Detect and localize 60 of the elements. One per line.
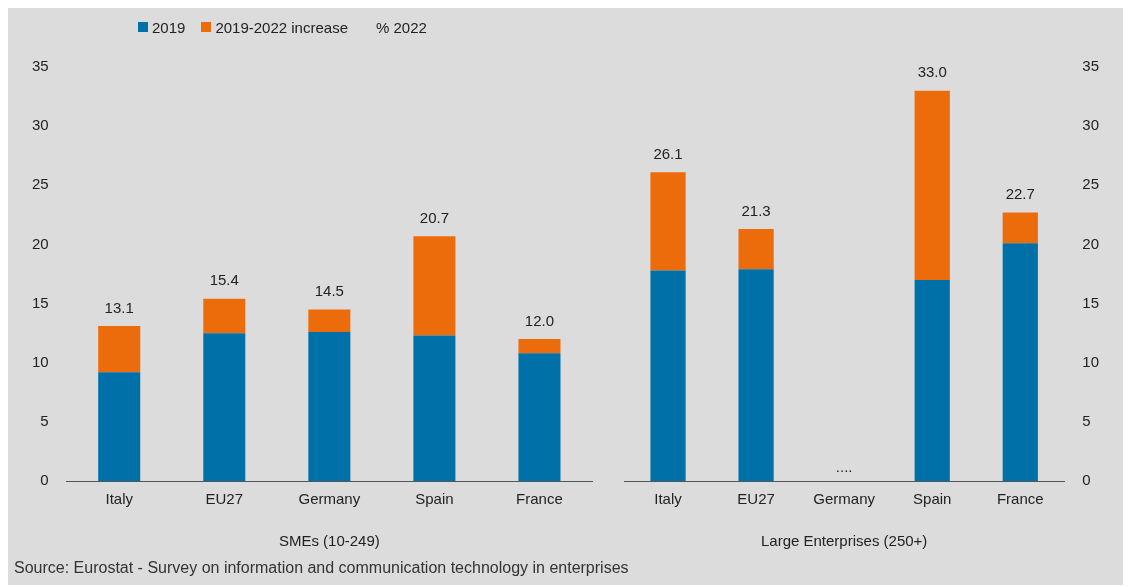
total-label: 13.1 <box>104 298 134 316</box>
bar <box>650 172 686 271</box>
y2-tick-label: 25 <box>1082 175 1099 193</box>
x-axis-title: Large Enterprises (250+) <box>760 532 928 550</box>
y-tick-label: 30 <box>32 116 49 134</box>
y2-tick-label: 35 <box>1082 57 1099 75</box>
x-tick-label: France <box>996 490 1044 508</box>
x-tick-label: EU27 <box>205 490 244 508</box>
total-label: 14.5 <box>314 282 344 300</box>
bar <box>1002 212 1038 244</box>
bar <box>914 90 950 280</box>
legend-label: 2019 <box>152 18 186 36</box>
y-tick-label: 20 <box>32 234 49 252</box>
x-tick-label: Italy <box>654 490 683 508</box>
total-label: 20.7 <box>419 208 450 226</box>
x-tick-label: Italy <box>105 490 134 508</box>
total-label: 33.0 <box>917 63 947 81</box>
y2-tick-label: 15 <box>1082 293 1099 311</box>
x-tick-label: Germany <box>813 490 876 508</box>
bar <box>518 339 561 354</box>
total-label: 15.4 <box>209 271 239 289</box>
bar <box>413 236 456 336</box>
bar <box>98 372 141 481</box>
total-label: 26.1 <box>653 144 683 162</box>
bar <box>203 298 246 334</box>
y-tick-label: 35 <box>32 57 49 75</box>
bar <box>738 269 774 481</box>
bar <box>203 333 246 481</box>
legend-title: % 2022 <box>375 18 427 36</box>
bar <box>98 326 141 373</box>
x-tick-label: EU27 <box>737 490 775 508</box>
x-tick-label: Spain <box>415 490 454 508</box>
bar <box>308 309 351 332</box>
y-tick-label: 25 <box>32 175 49 193</box>
bar <box>738 229 774 270</box>
y-tick-label: 15 <box>32 293 49 311</box>
total-label: 12.0 <box>524 311 555 329</box>
y2-tick-label: 5 <box>1082 412 1091 429</box>
legend-label: 2019-2022 increase <box>215 18 348 36</box>
bar <box>413 335 456 481</box>
x-tick-label: France <box>516 490 563 508</box>
y2-tick-label: 0 <box>1082 471 1091 489</box>
x-tick-label: Germany <box>298 490 361 508</box>
y2-tick-label: 20 <box>1082 234 1099 252</box>
source-note: Source: Eurostat - Survey on information and communication technology in enterprises <box>13 558 630 578</box>
x-tick-label: Spain <box>913 490 952 508</box>
bar <box>650 270 686 481</box>
y2-tick-label: 10 <box>1082 352 1099 370</box>
x-axis-title: SMEs (10-249) <box>278 532 380 550</box>
total-label: 21.3 <box>741 201 771 219</box>
bar <box>1002 243 1038 481</box>
bar <box>518 353 561 481</box>
y2-tick-label: 30 <box>1082 116 1099 134</box>
total-label: 22.7 <box>1005 185 1035 203</box>
bar <box>308 331 351 481</box>
y-tick-label: 5 <box>40 412 49 429</box>
text: .... <box>835 457 853 475</box>
bar <box>914 279 950 481</box>
y-tick-label: 0 <box>40 471 49 489</box>
y-tick-label: 10 <box>32 352 49 370</box>
